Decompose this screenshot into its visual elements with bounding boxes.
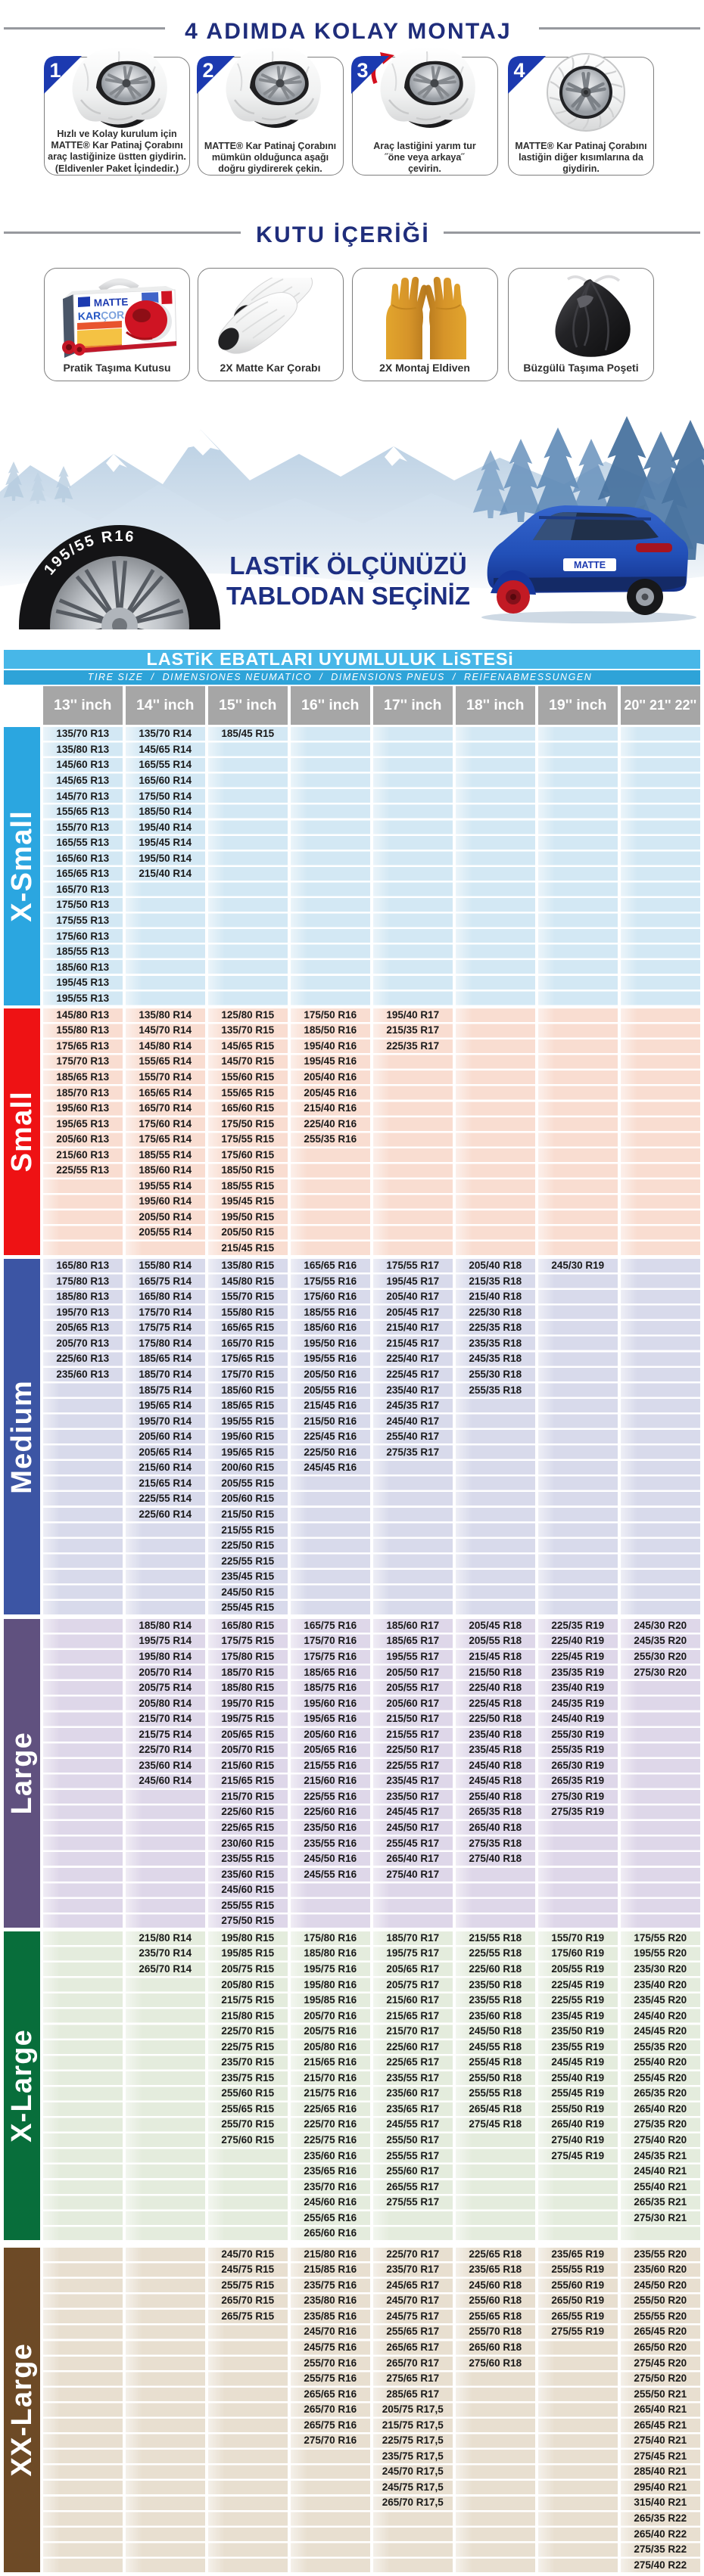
svg-text:TABLODAN SEÇİNİZ: TABLODAN SEÇİNİZ — [226, 582, 470, 610]
svg-text:MATTE: MATTE — [574, 560, 606, 570]
svg-text:LASTİK ÖLÇÜNÜZÜ: LASTİK ÖLÇÜNÜZÜ — [229, 552, 466, 580]
svg-text:MATTE: MATTE — [94, 296, 129, 309]
svg-text:3: 3 — [357, 59, 369, 82]
svg-text:4: 4 — [513, 59, 525, 82]
svg-text:2: 2 — [203, 59, 214, 82]
svg-text:1: 1 — [49, 59, 61, 82]
